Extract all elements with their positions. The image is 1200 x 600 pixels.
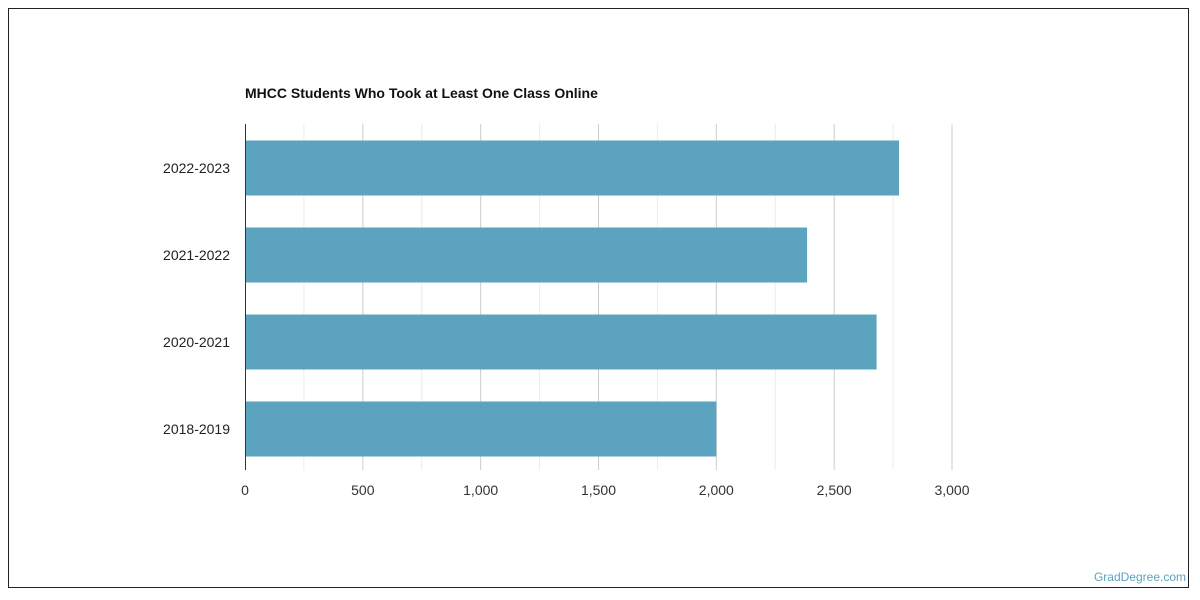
source-watermark[interactable]: GradDegree.com — [1093, 570, 1186, 584]
category-label: 2020-2021 — [163, 334, 230, 350]
bar — [245, 401, 717, 457]
x-tick-label: 1,500 — [581, 482, 616, 498]
bar — [245, 314, 877, 370]
chart-title: MHCC Students Who Took at Least One Clas… — [245, 85, 598, 101]
x-tick-label: 3,000 — [934, 482, 969, 498]
category-label: 2021-2022 — [163, 247, 230, 263]
x-tick-label: 2,000 — [699, 482, 734, 498]
x-tick-label: 2,500 — [817, 482, 852, 498]
bar — [245, 227, 808, 283]
category-label: 2018-2019 — [163, 421, 230, 437]
bar — [245, 140, 899, 196]
x-tick-label: 0 — [241, 482, 249, 498]
x-tick-label: 500 — [351, 482, 375, 498]
chart-frame — [8, 8, 1189, 588]
x-tick-label: 1,000 — [463, 482, 498, 498]
category-label: 2022-2023 — [163, 160, 230, 176]
